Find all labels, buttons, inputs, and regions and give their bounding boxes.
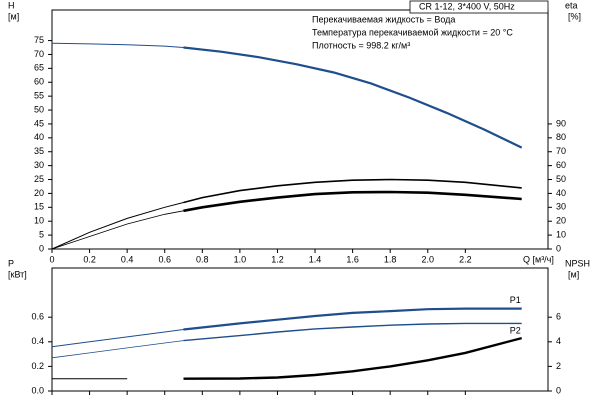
plot-frame bbox=[51, 267, 549, 392]
y-tick-label: 65 bbox=[34, 63, 44, 73]
y2-tick-label: 20 bbox=[556, 216, 566, 226]
y2-tick-label: 40 bbox=[556, 188, 566, 198]
y2-axis-label: NPSH bbox=[565, 258, 590, 268]
y2-tick-label: 0 bbox=[556, 385, 561, 395]
info-box bbox=[409, 0, 549, 14]
curve bbox=[51, 329, 184, 348]
y-tick-label: 60 bbox=[34, 77, 44, 87]
curve bbox=[183, 178, 522, 204]
annotation: CR 1-12, 3*400 V, 50Hz bbox=[419, 1, 515, 11]
curve bbox=[183, 322, 522, 342]
plot-frame bbox=[51, 9, 549, 250]
y2-tick-label: 4 bbox=[556, 336, 561, 346]
y-tick-label: 0.4 bbox=[31, 336, 44, 346]
annotation: Температура перекачиваемой жидкости = 20… bbox=[312, 27, 513, 37]
y-axis-label: H bbox=[8, 0, 15, 10]
y-axis-unit: [кВт] bbox=[8, 269, 27, 279]
curve bbox=[183, 46, 523, 149]
x-tick-label: 0.6 bbox=[158, 254, 171, 264]
y2-axis-unit: [%] bbox=[568, 11, 581, 21]
y-tick-label: 15 bbox=[34, 202, 44, 212]
y-tick-label: 35 bbox=[34, 146, 44, 156]
y2-tick-label: 50 bbox=[556, 174, 566, 184]
x-axis-label: Q [м³/ч] bbox=[523, 254, 554, 264]
x-tick-label: 0.8 bbox=[196, 254, 209, 264]
x-tick-label: 0.4 bbox=[121, 254, 134, 264]
series-label: P2 bbox=[510, 326, 521, 336]
y2-tick-label: 0 bbox=[556, 243, 561, 253]
y-tick-label: 0.0 bbox=[31, 385, 44, 395]
curve bbox=[51, 42, 184, 48]
x-tick-label: 1.4 bbox=[309, 254, 322, 264]
y-tick-label: 40 bbox=[34, 132, 44, 142]
y2-axis-unit: [м] bbox=[568, 269, 579, 279]
y-tick-label: 20 bbox=[34, 188, 44, 198]
curve bbox=[183, 336, 523, 380]
y-tick-label: 45 bbox=[34, 118, 44, 128]
x-tick-label: 1.0 bbox=[234, 254, 247, 264]
y-tick-label: 0.2 bbox=[31, 361, 44, 371]
y-tick-label: 70 bbox=[34, 49, 44, 59]
y-tick-label: 55 bbox=[34, 91, 44, 101]
y-tick-label: 0.6 bbox=[31, 312, 44, 322]
x-tick-label: 1.2 bbox=[271, 254, 284, 264]
x-tick-label: 2.0 bbox=[421, 254, 434, 264]
annotation: Перекачиваемая жидкость = Вода bbox=[312, 14, 455, 24]
annotation: Плотность = 998.2 кг/м³ bbox=[312, 40, 410, 50]
y-tick-label: 5 bbox=[39, 229, 44, 239]
curve bbox=[183, 307, 522, 331]
y-tick-label: 25 bbox=[34, 174, 44, 184]
curve bbox=[51, 210, 184, 250]
y-tick-label: 10 bbox=[34, 216, 44, 226]
y2-tick-label: 60 bbox=[556, 160, 566, 170]
y-tick-label: 75 bbox=[34, 35, 44, 45]
x-tick-label: 0.2 bbox=[83, 254, 96, 264]
y-tick-label: 30 bbox=[34, 160, 44, 170]
y2-tick-label: 90 bbox=[556, 118, 566, 128]
y2-tick-label: 10 bbox=[556, 229, 566, 239]
series-label: P1 bbox=[510, 295, 521, 305]
y2-tick-label: 30 bbox=[556, 202, 566, 212]
y2-tick-label: 6 bbox=[556, 312, 561, 322]
y-axis-unit: [м] bbox=[8, 11, 19, 21]
x-tick-label: 2.2 bbox=[459, 254, 472, 264]
y2-tick-label: 80 bbox=[556, 132, 566, 142]
curve bbox=[183, 190, 522, 213]
y2-tick-label: 2 bbox=[556, 361, 561, 371]
curve bbox=[51, 340, 184, 359]
x-tick-label: 1.6 bbox=[346, 254, 359, 264]
y-axis-label: P bbox=[8, 258, 14, 268]
x-tick-label: 1.8 bbox=[384, 254, 397, 264]
y2-tick-label: 70 bbox=[556, 146, 566, 156]
curve bbox=[51, 202, 184, 250]
y-tick-label: 0 bbox=[39, 243, 44, 253]
y2-axis-label: eta bbox=[565, 0, 578, 10]
y-tick-label: 50 bbox=[34, 104, 44, 114]
x-tick-label: 0 bbox=[49, 254, 54, 264]
